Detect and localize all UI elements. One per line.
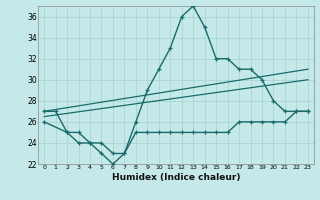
X-axis label: Humidex (Indice chaleur): Humidex (Indice chaleur) (112, 173, 240, 182)
